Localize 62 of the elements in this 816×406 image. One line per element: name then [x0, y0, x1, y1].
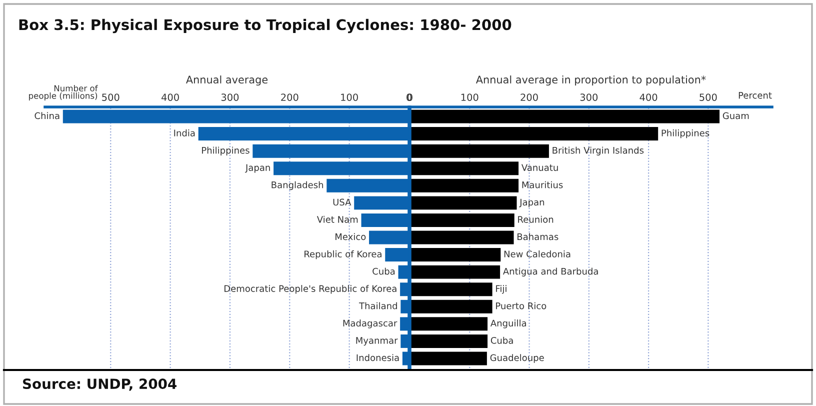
y-tick-label: Japan [519, 198, 544, 208]
bar [410, 300, 492, 314]
y-tick-label: Mexico [336, 233, 366, 240]
y-tick-label: Japan [245, 164, 270, 173]
y-tick-label: Indonesia [356, 354, 399, 362]
bar [410, 248, 501, 262]
bar [410, 230, 514, 244]
x-tick-label: 100 [461, 94, 478, 101]
y-tick-label: British Virgin Islands [552, 146, 644, 156]
y-tick-label: Philippines [202, 146, 250, 156]
bar [410, 110, 720, 124]
source-note: Source: UNDP, 2004 [22, 378, 177, 391]
x-tick-label: 200 [281, 94, 298, 101]
x-tick-label: 500 [700, 94, 717, 101]
bar [410, 213, 514, 227]
y-tick-label: Antigua and Barbuda [502, 268, 598, 276]
y-tick-label: Anguilla [490, 320, 526, 328]
y-tick-label: China [34, 112, 60, 120]
x-tick-label: 300 [221, 94, 239, 101]
y-tick-label: Cuba [490, 336, 513, 344]
x-axis-title: Percent [738, 92, 772, 99]
y-tick-label: Puerto Rico [496, 302, 546, 310]
y-tick-label: Democratic People's Republic of Korea [224, 284, 396, 294]
y-tick-label: Fiji [496, 284, 506, 294]
bar [410, 127, 658, 141]
y-tick-label: Mauritius [522, 181, 563, 188]
y-tick-label: Reunion [518, 216, 554, 223]
bar [410, 352, 487, 366]
y-tick-label: Vanuatu [521, 164, 558, 171]
y-tick-label: Madagascar [343, 320, 398, 328]
y-tick-label: USA [333, 198, 352, 206]
chart-title: Box 3.5: Physical Exposure to Tropical Cyclones: 1980- 2000 [19, 18, 512, 34]
y-tick-label: Thailand [358, 302, 397, 310]
y-tick-label: Guam [722, 112, 749, 120]
y-tick-label: Bangladesh [272, 181, 324, 190]
y-tick-label: Myanmar [356, 337, 398, 346]
y-tick-label: New Caledonia [504, 250, 570, 258]
x-tick-label: 100 [341, 94, 358, 101]
chart-subtitle: Annual average [186, 75, 268, 86]
x-tick-label: 400 [162, 94, 179, 101]
chart-subtitle: Annual average in proportion to population* [476, 75, 706, 86]
x-axis-title: Number of people (millions) [29, 84, 98, 100]
y-tick-label: Republic of Korea [304, 250, 382, 260]
bar [410, 196, 517, 210]
bar [410, 144, 549, 158]
y-tick-label: Cuba [372, 268, 395, 275]
x-tick-label: 200 [520, 94, 538, 101]
y-tick-label: India [174, 129, 195, 136]
y-tick-label: Philippines [662, 129, 710, 138]
x-tick-label: 500 [102, 94, 120, 101]
bar [410, 178, 519, 192]
bar [410, 317, 488, 331]
bar [410, 334, 488, 348]
y-tick-label: Guadeloupe [490, 354, 544, 363]
y-tick-label: Bahamas [518, 233, 558, 240]
x-tick-label: 400 [640, 94, 658, 101]
bar [410, 282, 492, 296]
x-tick-label: 300 [580, 94, 598, 101]
x-tick-label: 0 [406, 94, 412, 101]
y-tick-label: Viet Nam [316, 216, 358, 223]
bar [410, 265, 500, 279]
bar [410, 162, 519, 176]
